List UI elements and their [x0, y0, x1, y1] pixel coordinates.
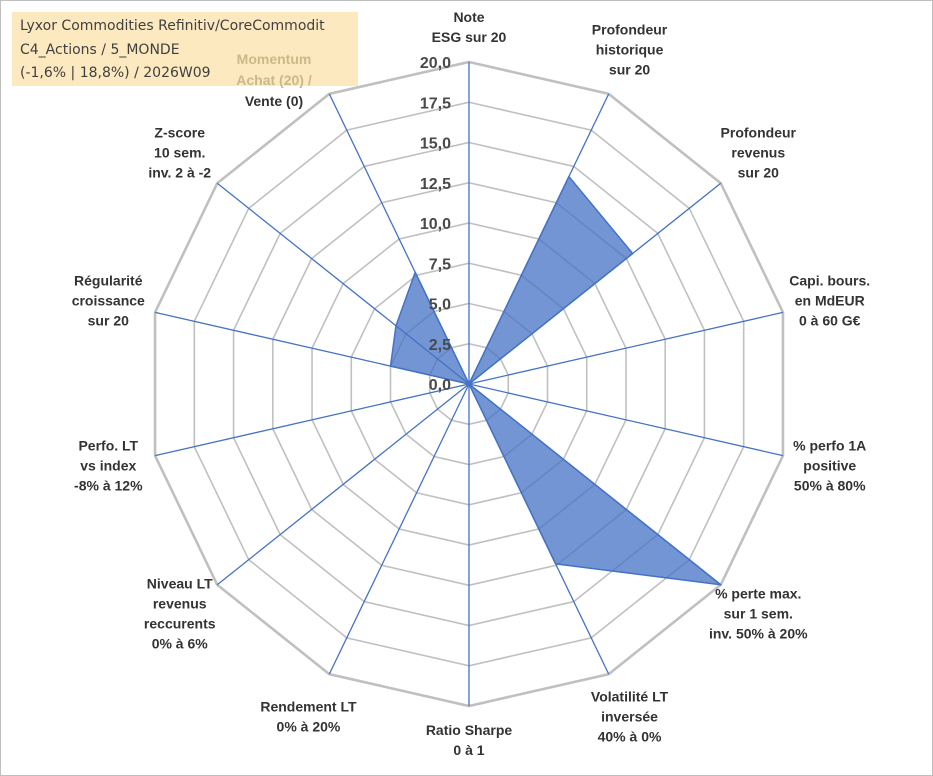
category-label-line: % perte max.: [715, 586, 801, 602]
tick-label: 10,0: [420, 216, 451, 233]
tick-label: 0,0: [429, 377, 451, 394]
category-label-line: revenus: [153, 596, 207, 612]
category-label-line: Note: [453, 9, 484, 25]
category-label-line: Profondeur: [721, 124, 797, 140]
info-period: (-1,6% | 18,8%) / 2026W09: [20, 65, 211, 81]
tick-label: 17,5: [420, 95, 451, 112]
tick-label: 7,5: [429, 256, 451, 273]
category-label-line: sur 20: [738, 164, 779, 180]
category-label-line: Niveau LT: [147, 576, 213, 592]
category-label: Volatilité LT inversée 40% à 0%: [591, 688, 669, 744]
category-label-line: ESG sur 20: [432, 29, 507, 45]
tick-label: 20,0: [420, 55, 451, 72]
category-label: % perte max. sur 1 sem. inv. 50% à 20%: [709, 586, 808, 642]
category-label-line: inversée: [601, 708, 658, 724]
category-label-line: 0 à 1: [453, 742, 484, 758]
tick-label: 15,0: [420, 136, 451, 153]
category-label-line: sur 1 sem.: [724, 606, 793, 622]
category-label-line: revenus: [731, 144, 785, 160]
category-label-line: Ratio Sharpe: [426, 722, 513, 738]
category-label-line: Profondeur: [592, 22, 668, 38]
spoke-8: [328, 383, 470, 675]
category-label: Régularité croissance sur 20: [72, 273, 145, 329]
category-label-line: historique: [596, 42, 664, 58]
tick-label: 2,5: [429, 337, 451, 354]
category-label-line: positive: [803, 457, 856, 473]
category-label: % perfo 1A positive 50% à 80%: [793, 437, 866, 493]
category-labels: Note ESG sur 20 Profondeur historique sur 20…: [72, 9, 870, 758]
category-label-line: 0% à 6%: [152, 636, 209, 652]
category-label: Profondeur revenus sur 20: [721, 124, 797, 180]
category-label-line: Z-score: [154, 124, 205, 140]
category-label: Niveau LT revenus reccurents 0% à 6%: [144, 576, 216, 652]
category-label: Z-score 10 sem. inv. 2 à -2: [148, 124, 211, 180]
tick-label: 5,0: [429, 297, 451, 314]
category-label-momentum: Vente (0): [244, 93, 304, 109]
category-label-line: Volatilité LT: [591, 688, 669, 704]
spoke-4: [468, 383, 784, 457]
category-label-line: sur 20: [88, 313, 129, 329]
category-label-line: 0% à 20%: [277, 718, 341, 734]
category-label-line: Rendement LT: [260, 698, 357, 714]
category-label: Ratio Sharpe 0 à 1: [426, 722, 513, 758]
spoke-9: [216, 383, 470, 586]
category-label-line: 50% à 80%: [794, 477, 866, 493]
spoke-10: [154, 383, 470, 457]
category-label-line: en MdEUR: [795, 293, 865, 309]
category-label-line: 10 sem.: [154, 144, 205, 160]
category-label-momentum: Achat (20) /: [236, 72, 312, 88]
category-label: Capi. bours. en MdEUR 0 à 60 G€: [789, 273, 870, 329]
category-label-line: 40% à 0%: [598, 728, 662, 744]
category-label-line: croissance: [72, 293, 145, 309]
radial-axis-ticks: 0,0 2,5 5,0 7,5 10,0 12,5 15,0 17,5 20,0: [420, 55, 451, 394]
category-label-line: -8% à 12%: [74, 477, 143, 493]
category-label: Perfo. LT vs index -8% à 12%: [74, 437, 143, 493]
series-area-0: [389, 175, 722, 586]
category-label-momentum: Momentum: [236, 51, 312, 67]
category-label-line: Capi. bours.: [789, 273, 870, 289]
category-label-line: reccurents: [144, 616, 216, 632]
tick-label: 12,5: [420, 176, 451, 193]
chart-info-box: Lyxor Commodities Refinitiv/CoreCommodit…: [12, 12, 358, 86]
category-label-line: sur 20: [609, 62, 650, 78]
category-label-line: 0 à 60 G€: [799, 313, 861, 329]
category-label-line: inv. 2 à -2: [148, 164, 211, 180]
category-label-line: inv. 50% à 20%: [709, 626, 808, 642]
category-label-line: Régularité: [74, 273, 143, 289]
category-label: Rendement LT 0% à 20%: [260, 698, 357, 734]
info-category: C4_Actions / 5_MONDE: [20, 42, 180, 58]
category-label-line: % perfo 1A: [793, 437, 866, 453]
category-label-line: vs index: [80, 457, 136, 473]
category-label: Note ESG sur 20: [432, 9, 507, 45]
category-label-line: Perfo. LT: [78, 437, 138, 453]
category-label: Profondeur historique sur 20: [592, 22, 668, 78]
info-fund-name: Lyxor Commodities Refinitiv/CoreCommodit: [20, 18, 325, 34]
radar-series: [389, 175, 722, 586]
spoke-3: [468, 311, 784, 385]
